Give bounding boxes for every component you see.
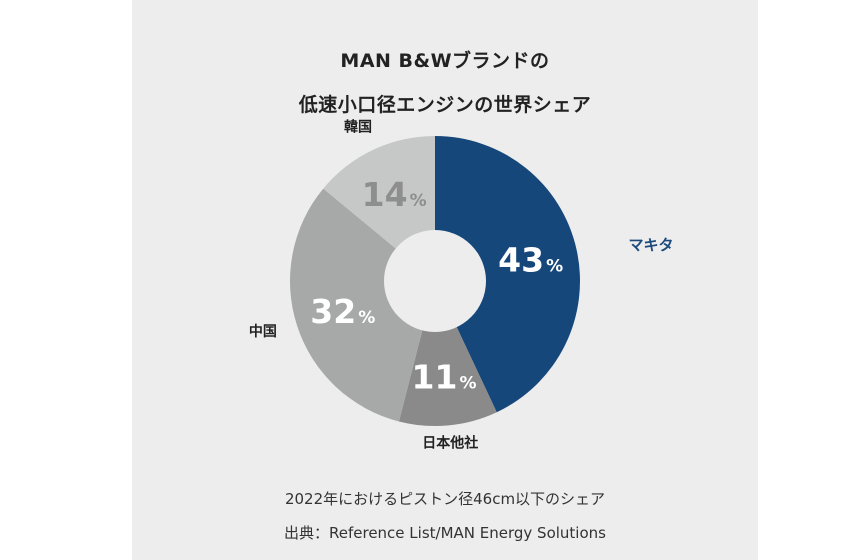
slice-value-2: 11% bbox=[412, 358, 477, 397]
footnote-scope: 2022年におけるピストン径46cm以下のシェア bbox=[284, 490, 606, 508]
chart-panel: MAN B&Wブランドの 低速小口径エンジンの世界シェア 43% マキタ 11% 日本… bbox=[132, 0, 758, 560]
slice-label-4: 韓国 bbox=[344, 118, 372, 135]
footnote-source: 出典：Reference List/MAN Energy Solutions bbox=[284, 524, 606, 542]
slice-3 bbox=[289, 188, 435, 422]
slice-value-4: 14% bbox=[362, 175, 427, 214]
slice-2 bbox=[398, 281, 497, 426]
slice-value-1: 43% bbox=[498, 241, 563, 280]
chart-title-line1: MAN B&Wブランドの bbox=[340, 50, 550, 72]
slice-value-3: 32% bbox=[310, 292, 375, 331]
slice-label-2: 日本他社 bbox=[422, 434, 478, 451]
chart-title-line2: 低速小口径エンジンの世界シェア bbox=[298, 94, 592, 116]
slice-label-3: 中国 bbox=[249, 323, 277, 340]
donut-hole bbox=[384, 230, 486, 332]
slice-1 bbox=[435, 136, 580, 413]
slice-label-1: マキタ bbox=[629, 236, 674, 254]
donut-chart: 43 % マキタ 11 % 日本他社 32 % 中国 14 % 韓国 bbox=[249, 118, 674, 451]
